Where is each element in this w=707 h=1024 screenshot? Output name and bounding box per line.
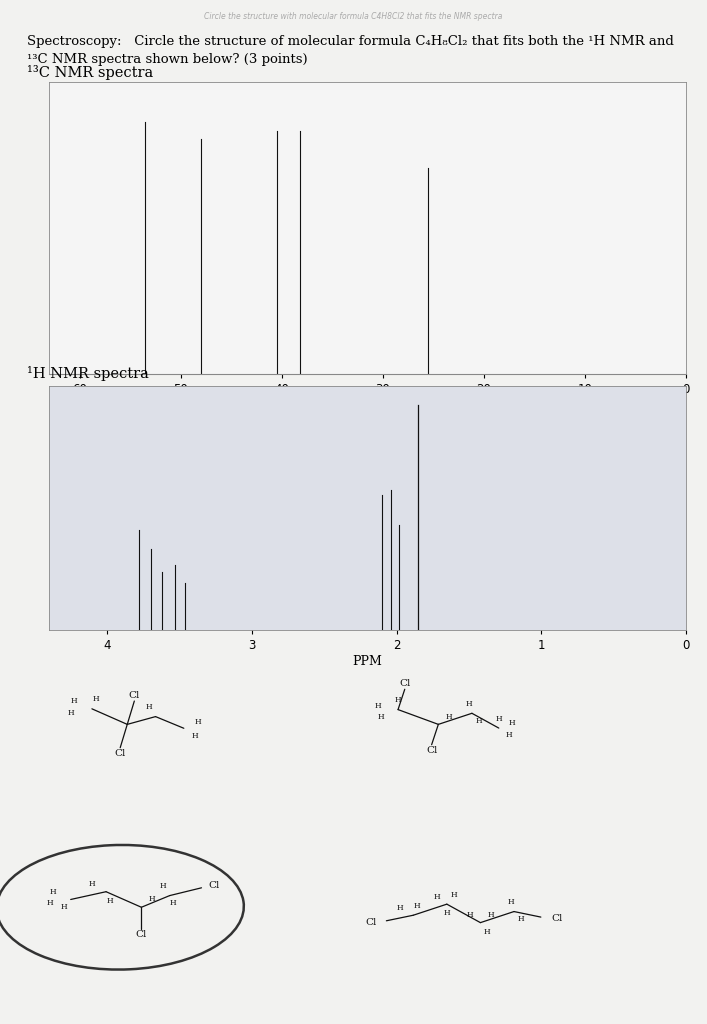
Text: H: H xyxy=(397,904,403,911)
Text: H: H xyxy=(71,697,78,706)
Text: H: H xyxy=(465,700,472,708)
Text: Cl: Cl xyxy=(426,745,438,755)
Text: H: H xyxy=(509,719,515,727)
Text: H: H xyxy=(88,880,95,888)
Text: H: H xyxy=(194,719,201,726)
Text: Cl: Cl xyxy=(209,882,220,890)
Text: H: H xyxy=(375,701,381,710)
Text: H: H xyxy=(443,909,450,918)
Text: H: H xyxy=(484,928,491,936)
Text: Circle the structure with molecular formula C4H8Cl2 that fits the NMR spectra: Circle the structure with molecular form… xyxy=(204,12,503,22)
Text: H: H xyxy=(106,897,113,905)
Text: Cl: Cl xyxy=(551,914,562,924)
Text: H: H xyxy=(49,888,57,896)
Text: H: H xyxy=(148,895,156,903)
Text: Cl: Cl xyxy=(136,930,147,939)
Text: H: H xyxy=(506,731,512,739)
Text: H: H xyxy=(518,914,524,923)
Text: H: H xyxy=(450,891,457,899)
Text: H: H xyxy=(159,882,166,890)
Text: H: H xyxy=(378,713,385,721)
Text: Cl: Cl xyxy=(115,750,126,758)
Text: H: H xyxy=(508,898,514,906)
Text: H: H xyxy=(475,717,482,725)
Text: H: H xyxy=(395,696,402,705)
Text: H: H xyxy=(467,911,474,920)
Text: Cl: Cl xyxy=(399,679,411,688)
Text: H: H xyxy=(60,903,67,911)
Text: H: H xyxy=(92,695,99,703)
Text: H: H xyxy=(170,899,177,907)
Text: H: H xyxy=(145,702,152,711)
Text: Spectroscopy:   Circle the structure of molecular formula C₄H₈Cl₂ that fits both: Spectroscopy: Circle the structure of mo… xyxy=(27,35,674,48)
Text: H: H xyxy=(46,899,53,907)
Text: H: H xyxy=(496,715,502,723)
X-axis label: PPM: PPM xyxy=(353,398,382,412)
Text: ¹³C NMR spectra: ¹³C NMR spectra xyxy=(27,65,153,80)
Text: H: H xyxy=(433,893,440,901)
Text: H: H xyxy=(487,911,493,920)
Text: H: H xyxy=(67,709,74,717)
Text: H: H xyxy=(191,732,198,740)
Text: ¹³C NMR spectra shown below? (3 points): ¹³C NMR spectra shown below? (3 points) xyxy=(27,53,308,67)
X-axis label: PPM: PPM xyxy=(353,654,382,668)
Text: Cl: Cl xyxy=(129,691,140,699)
Text: H: H xyxy=(414,902,420,910)
Text: ¹H NMR spectra: ¹H NMR spectra xyxy=(27,366,148,381)
Text: Cl: Cl xyxy=(365,919,376,927)
Text: H: H xyxy=(445,713,452,721)
